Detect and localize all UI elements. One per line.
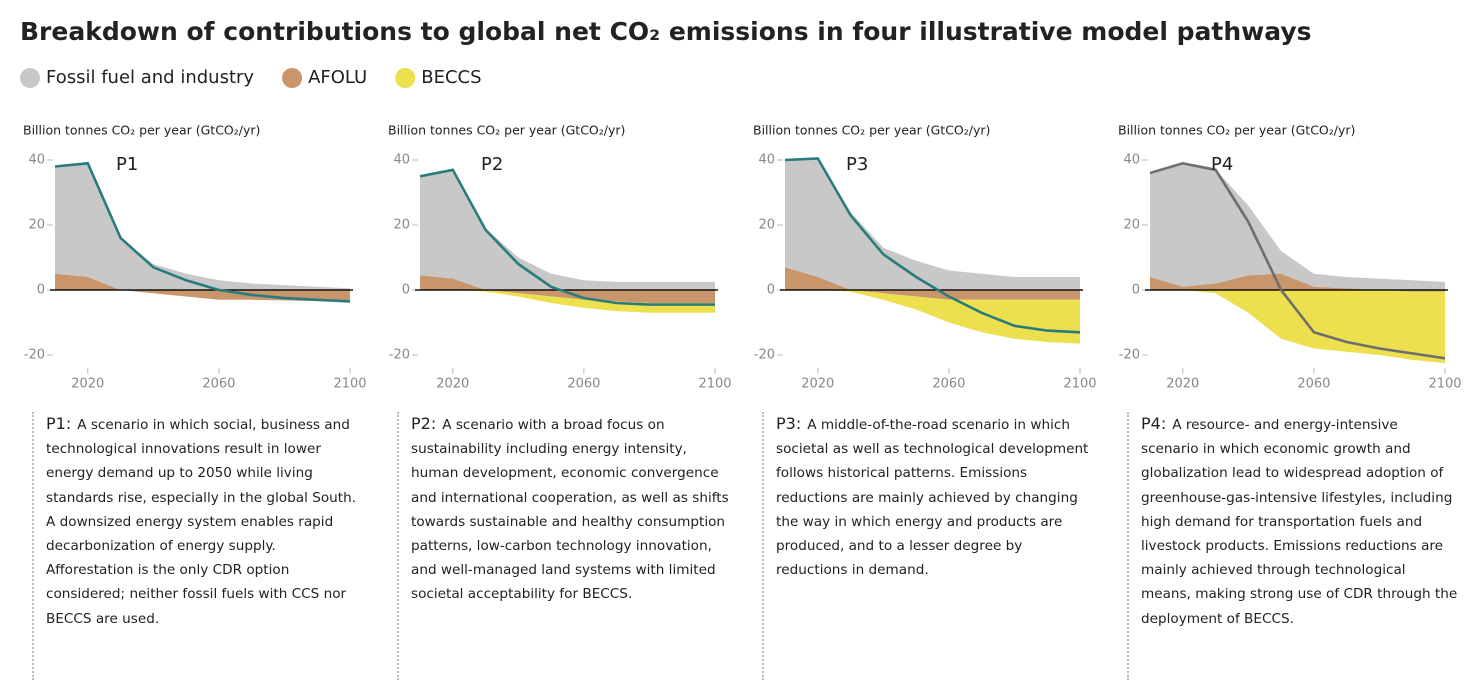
legend-label: BECCS [421, 67, 481, 88]
area [420, 169, 715, 290]
y-tick-label: -20 [1119, 348, 1140, 363]
y-axis-label: Billion tonnes CO₂ per year (GtCO₂/yr) [388, 123, 625, 138]
description-text: A scenario in which social, business and… [46, 417, 357, 627]
y-tick-label: 20 [758, 218, 775, 233]
area [55, 163, 350, 290]
description-label: P2: [411, 414, 437, 433]
description: P1: A scenario in which social, business … [32, 412, 364, 680]
x-tick-label: 2020 [436, 377, 469, 392]
x-tick-label: 2100 [1063, 377, 1096, 392]
y-tick-label: 0 [37, 283, 45, 298]
description-text: A middle-of-the-road scenario in which s… [776, 417, 1089, 579]
legend-swatch [20, 68, 40, 88]
y-tick-label: 40 [758, 153, 775, 168]
x-tick-label: 2020 [801, 377, 834, 392]
y-tick-label: -20 [754, 348, 775, 363]
description-label: P4: [1141, 414, 1167, 433]
x-tick-label: 2020 [1166, 377, 1199, 392]
area [420, 290, 715, 313]
y-axis-label: Billion tonnes CO₂ per year (GtCO₂/yr) [753, 123, 990, 138]
chart-title: Breakdown of contributions to global net… [20, 17, 1312, 46]
description: P2: A scenario with a broad focus on sust… [397, 412, 729, 680]
x-tick-label: 2060 [1297, 377, 1330, 392]
y-tick-label: 0 [402, 283, 410, 298]
y-axis-label: Billion tonnes CO₂ per year (GtCO₂/yr) [1118, 123, 1355, 138]
description-text: A scenario with a broad focus on sustain… [411, 417, 729, 603]
x-tick-label: 2060 [932, 377, 965, 392]
y-axis-label: Billion tonnes CO₂ per year (GtCO₂/yr) [23, 123, 260, 138]
description-label: P3: [776, 414, 802, 433]
area [1150, 163, 1445, 290]
y-tick-label: 40 [393, 153, 410, 168]
area [785, 158, 1080, 290]
y-tick-label: 0 [767, 283, 775, 298]
description: P3: A middle-of-the-road scenario in whic… [762, 412, 1094, 680]
area [55, 273, 350, 302]
legend-swatch [395, 68, 416, 88]
y-tick-label: -20 [389, 348, 410, 363]
description: P4: A resource- and energy-intensive scen… [1127, 412, 1459, 680]
y-tick-label: 20 [28, 218, 45, 233]
area [1150, 290, 1445, 364]
net-line [784, 157, 1081, 334]
description-label: P1: [46, 414, 72, 433]
legend-swatch [282, 68, 303, 88]
net-line [419, 168, 715, 306]
x-tick-label: 2100 [333, 377, 366, 392]
panel-label: P3 [846, 154, 868, 175]
area [785, 267, 1080, 300]
panel-label: P4 [1211, 154, 1233, 175]
y-tick-label: 40 [28, 153, 45, 168]
panel-label: P2 [481, 154, 503, 175]
legend-label: AFOLU [308, 67, 367, 88]
x-tick-label: 2100 [698, 377, 731, 392]
x-tick-label: 2060 [567, 377, 600, 392]
x-tick-label: 2100 [1428, 377, 1461, 392]
y-tick-label: 40 [1123, 153, 1140, 168]
x-tick-label: 2020 [71, 377, 104, 392]
x-tick-label: 2060 [202, 377, 235, 392]
y-tick-label: 20 [1123, 218, 1140, 233]
area [785, 290, 1080, 344]
area [1150, 273, 1445, 292]
description-text: A resource- and energy-intensive scenari… [1141, 417, 1458, 627]
y-tick-label: 0 [1132, 283, 1140, 298]
net-line [1149, 161, 1446, 360]
net-line [54, 161, 351, 303]
area [420, 275, 715, 303]
y-tick-label: -20 [24, 348, 45, 363]
panel-label: P1 [116, 154, 138, 175]
legend-label: Fossil fuel and industry [46, 67, 254, 88]
y-tick-label: 20 [393, 218, 410, 233]
